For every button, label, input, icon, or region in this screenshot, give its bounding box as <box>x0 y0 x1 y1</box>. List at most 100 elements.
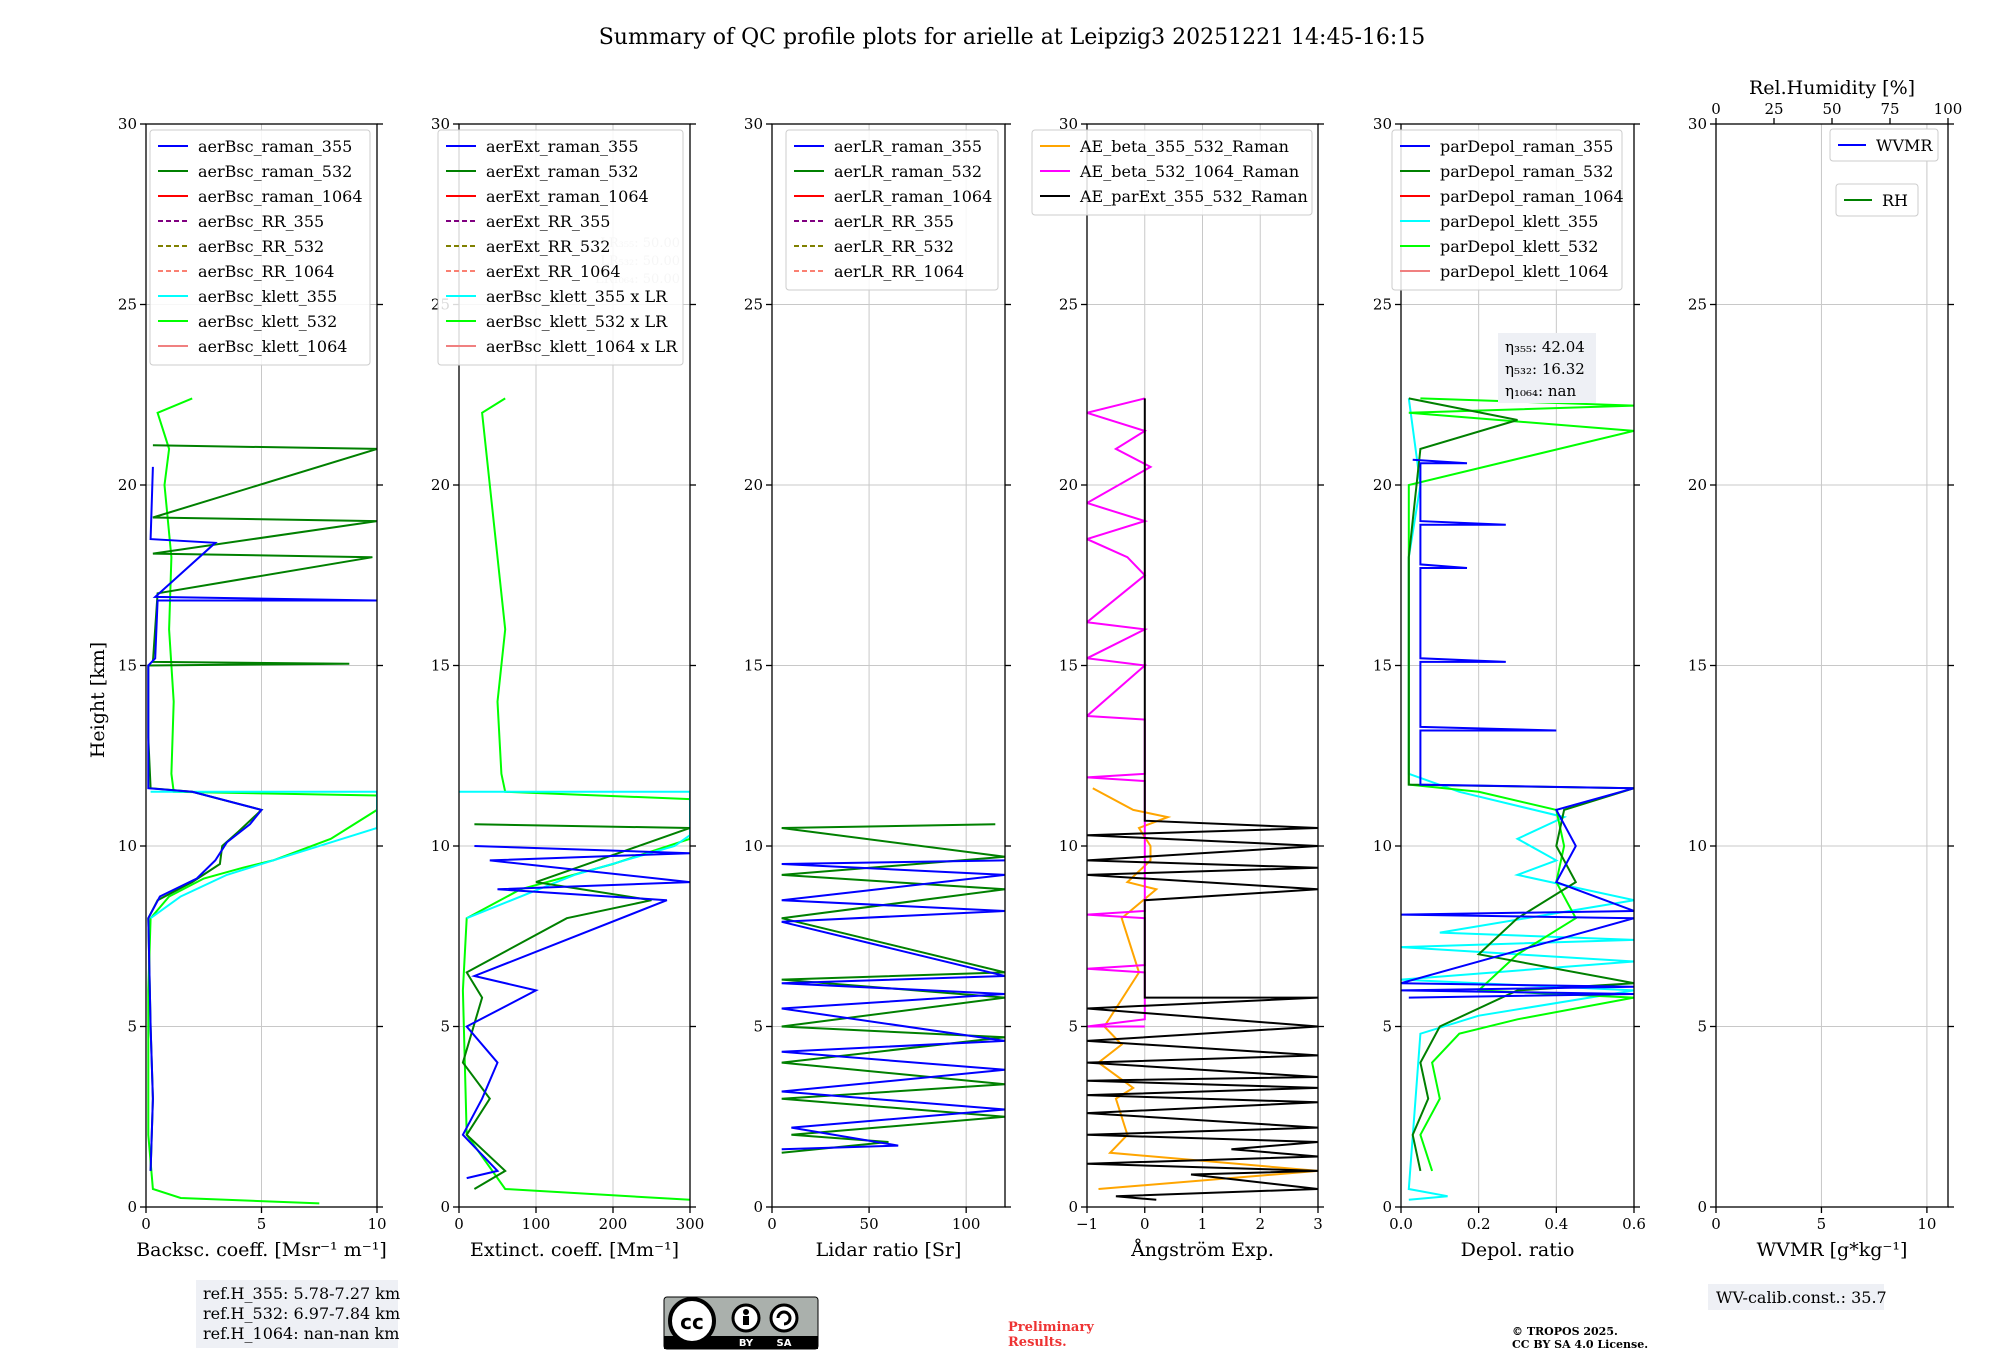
legend-label: aerLR_raman_355 <box>834 137 982 156</box>
legend-label: aerBsc_klett_1064 x LR <box>486 337 678 356</box>
preliminary-label-2: Results. <box>1008 1335 1067 1350</box>
x-tick-label: 100 <box>522 1215 551 1233</box>
eta-note: η₁₀₆₄: nan <box>1505 382 1576 400</box>
top-x-axis-label: Rel.Humidity [%] <box>1749 77 1915 99</box>
x-tick-label: 0 <box>141 1215 151 1233</box>
legend-label: aerLR_raman_532 <box>834 162 982 181</box>
y-tick-label: 20 <box>1373 476 1392 494</box>
y-tick-label: 0 <box>1068 1198 1078 1216</box>
x-tick-label: 200 <box>599 1215 628 1233</box>
legend: aerExt_raman_355 aerExt_raman_532 aerExt_r… <box>437 129 684 366</box>
y-tick-label: 20 <box>431 476 450 494</box>
legend-label: aerBsc_klett_532 x LR <box>486 312 668 331</box>
legend-label: parDepol_raman_355 <box>1440 137 1613 156</box>
legend-label: aerExt_raman_1064 <box>486 187 649 206</box>
legend-label: aerBsc_RR_532 <box>198 237 324 256</box>
y-tick-label: 0 <box>440 1198 450 1216</box>
series-line-aerExt_raman_355 <box>461 845 690 1180</box>
legend-box <box>437 129 684 366</box>
panel-bsc: 0 5 10 0 5 10 15 20 25 30 Backsc. coeff. [Msr⁻¹ m⁻… <box>118 115 387 1261</box>
x-tick-label: 100 <box>952 1215 981 1233</box>
legend-label: aerBsc_klett_355 <box>198 287 337 306</box>
y-tick-label: 15 <box>118 657 137 675</box>
ref-height-355: ref.H_355: 5.78-7.27 km <box>203 1284 400 1303</box>
preliminary-label-1: Preliminary <box>1008 1320 1094 1335</box>
x-tick-label: −1 <box>1076 1215 1098 1233</box>
series-line-aerBsc_klett_532 <box>147 397 377 1205</box>
x-tick-label: 1 <box>1198 1215 1208 1233</box>
series-group <box>1087 397 1318 1201</box>
x-tick-label: 300 <box>676 1215 705 1233</box>
copyright-line-2: CC BY SA 4.0 License. <box>1512 1338 1648 1351</box>
cc-license-badge: cc BY SA <box>663 1296 819 1350</box>
ref-height-1064: ref.H_1064: nan-nan km <box>203 1324 399 1343</box>
y-tick-label: 5 <box>1697 1018 1707 1036</box>
top-x-tick-label: 75 <box>1880 100 1899 118</box>
y-tick-label: 25 <box>1059 296 1078 314</box>
legend-label: aerBsc_RR_1064 <box>198 262 334 281</box>
legend: aerLR_raman_355 aerLR_raman_532 aerLR_rama… <box>785 129 999 291</box>
y-tick-label: 15 <box>431 657 450 675</box>
legend-label: parDepol_raman_1064 <box>1440 187 1624 206</box>
legend-label: aerBsc_raman_355 <box>198 137 352 156</box>
y-tick-label: 10 <box>1688 837 1707 855</box>
x-tick-label: 2 <box>1255 1215 1265 1233</box>
x-tick-label: 0.0 <box>1389 1215 1413 1233</box>
x-tick-label: 0.4 <box>1544 1215 1568 1233</box>
y-tick-label: 0 <box>753 1198 763 1216</box>
y-tick-label: 10 <box>1373 837 1392 855</box>
copyright-line-1: © TROPOS 2025. <box>1512 1325 1618 1338</box>
legend: aerBsc_raman_355 aerBsc_raman_532 aerBsc_r… <box>149 129 371 366</box>
y-tick-label: 20 <box>744 476 763 494</box>
legend-label: AE_beta_532_1064_Raman <box>1079 162 1299 181</box>
top-x-tick-label: 25 <box>1764 100 1783 118</box>
legend-box <box>149 129 371 366</box>
series-line-aerLR_raman_355 <box>781 859 1005 1151</box>
legend-box <box>785 129 999 291</box>
x-axis-label: Lidar ratio [Sr] <box>816 1239 962 1261</box>
y-tick-label: 0 <box>1697 1198 1707 1216</box>
legend-label: aerExt_raman_532 <box>486 162 639 181</box>
x-tick-label: 0.6 <box>1622 1215 1646 1233</box>
x-axis-label: Extinct. coeff. [Mm⁻¹] <box>470 1239 679 1261</box>
panel-ext: 0100200300051015202530Extinct. coeff. [M… <box>431 115 704 1261</box>
x-tick-label: 0 <box>454 1215 464 1233</box>
legend-box <box>1391 129 1623 291</box>
series-line-parDepol_raman_355 <box>1401 458 1634 999</box>
ref-height-box: ref.H_355: 5.78-7.27 km ref.H_532: 6.97-… <box>196 1280 400 1348</box>
legend: AE_beta_355_532_Raman AE_beta_532_1064_Ra… <box>1031 129 1313 216</box>
x-axis-label: Depol. ratio <box>1461 1239 1575 1261</box>
y-tick-label: 10 <box>118 837 137 855</box>
top-x-tick-label: 0 <box>1711 100 1721 118</box>
cc-icon-text: cc <box>680 1310 704 1334</box>
series-group <box>459 397 690 1201</box>
y-tick-label: 30 <box>431 115 450 133</box>
legend: WVMR RH <box>1829 128 1939 217</box>
cc-circle-icon <box>668 1297 716 1345</box>
y-tick-label: 5 <box>440 1018 450 1036</box>
y-tick-label: 10 <box>1059 837 1078 855</box>
series-line-aerBsc_klett_355 x LR <box>459 790 690 920</box>
series-line-aerBsc_klett_532 x LR <box>461 397 690 1201</box>
y-tick-label: 25 <box>1373 296 1392 314</box>
x-tick-label: 0 <box>1711 1215 1721 1233</box>
ref-height-532: ref.H_532: 6.97-7.84 km <box>203 1304 400 1323</box>
series-line-aerBsc_klett_355 <box>150 790 377 920</box>
y-tick-label: 0 <box>1382 1198 1392 1216</box>
legend-box <box>1835 183 1919 217</box>
x-tick-label: 0.2 <box>1467 1215 1491 1233</box>
legend-box <box>1031 129 1313 216</box>
y-tick-label: 30 <box>744 115 763 133</box>
y-tick-label: 30 <box>1373 115 1392 133</box>
by-person-body <box>743 1316 749 1325</box>
series-line-aerLR_raman_532 <box>781 823 1005 1154</box>
x-tick-label: 10 <box>1917 1215 1936 1233</box>
y-tick-label: 10 <box>431 837 450 855</box>
y-tick-label: 30 <box>118 115 137 133</box>
series-line-AE_parExt_355_532_Raman <box>1087 398 1318 1201</box>
legend-label: parDepol_raman_532 <box>1440 162 1613 181</box>
y-tick-label: 10 <box>744 837 763 855</box>
